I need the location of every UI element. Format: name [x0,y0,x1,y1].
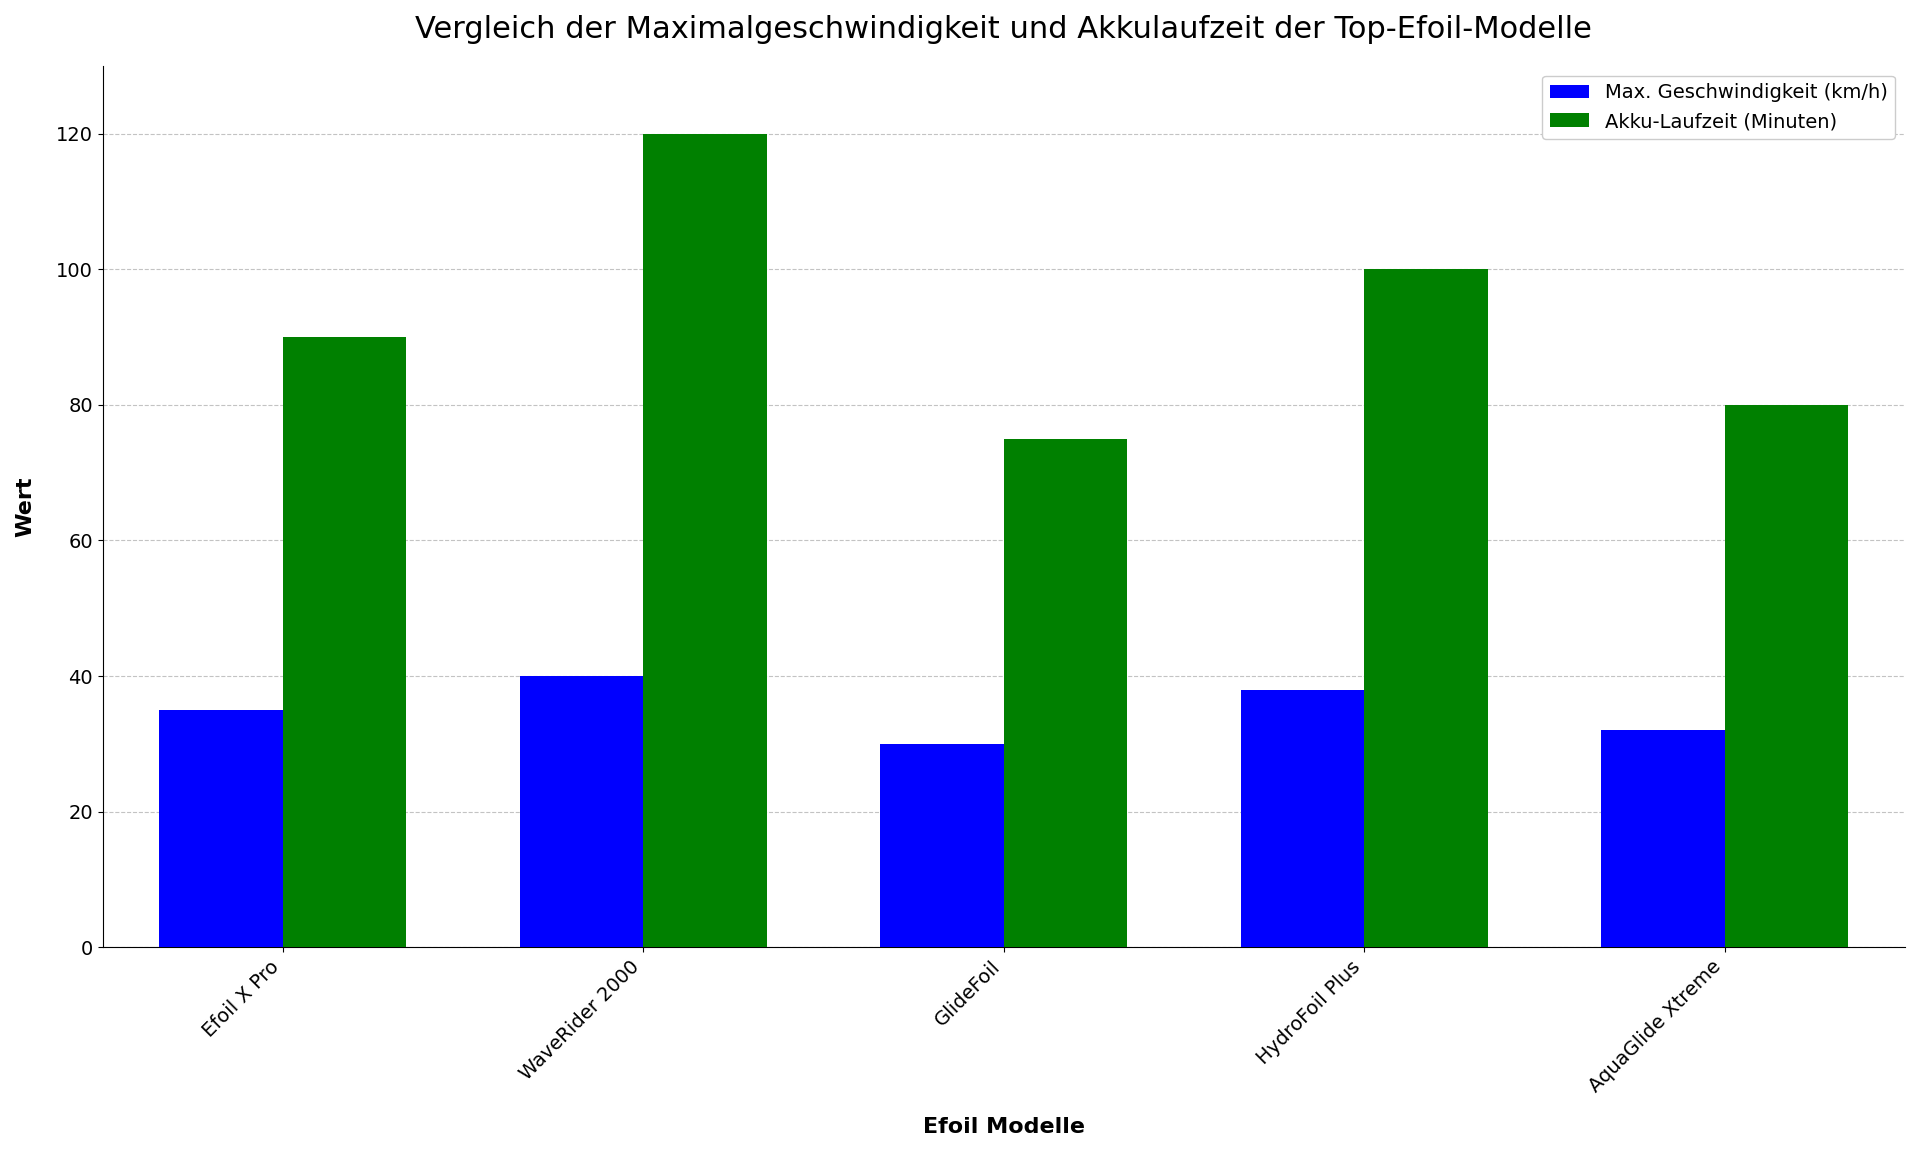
Bar [1240,690,1365,947]
Bar [282,338,407,947]
X-axis label: Efoil Modelle: Efoil Modelle [924,1117,1085,1137]
Bar [1365,270,1488,947]
Bar [520,676,643,947]
Title: Vergleich der Maximalgeschwindigkeit und Akkulaufzeit der Top-Efoil-Modelle: Vergleich der Maximalgeschwindigkeit und… [415,15,1592,44]
Bar [1601,730,1724,947]
Y-axis label: Wert: Wert [15,476,35,537]
Bar [1004,439,1127,947]
Bar [879,744,1004,947]
Bar [159,710,282,947]
Bar [1724,404,1849,947]
Bar [643,134,766,947]
Legend: Max. Geschwindigkeit (km/h), Akku-Laufzeit (Minuten): Max. Geschwindigkeit (km/h), Akku-Laufze… [1542,76,1895,138]
